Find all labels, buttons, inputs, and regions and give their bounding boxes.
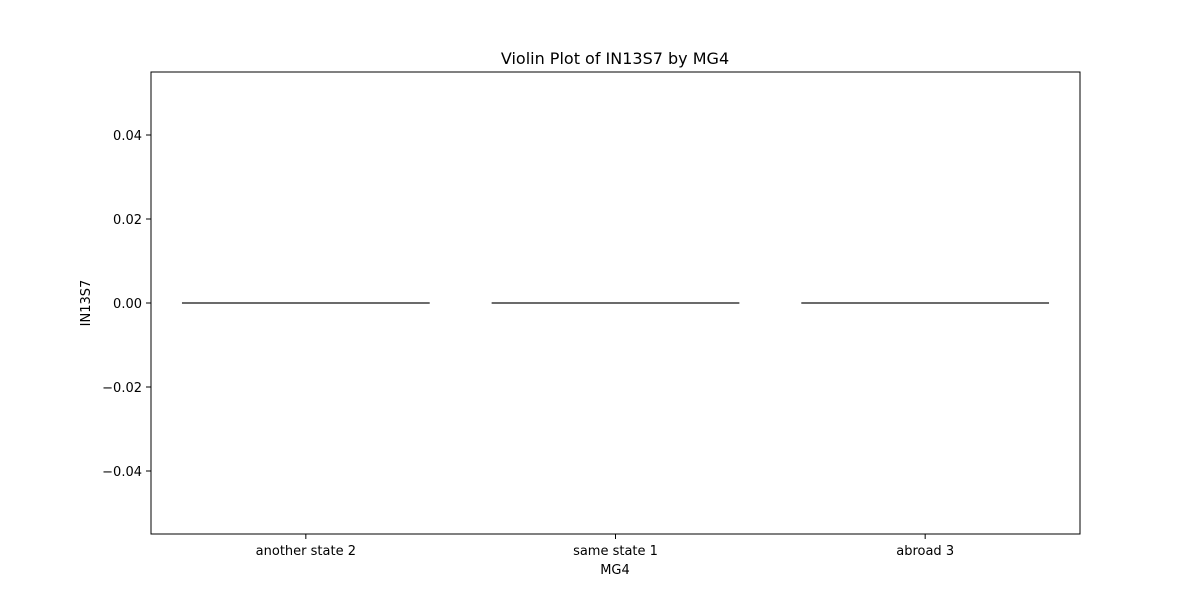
y-tick-label: 0.00	[113, 297, 142, 312]
chart-title: Violin Plot of IN13S7 by MG4	[501, 49, 729, 68]
x-tick-label: same state 1	[573, 544, 658, 559]
x-axis-label: MG4	[600, 563, 630, 578]
y-tick-label: −0.02	[102, 381, 142, 396]
plot-area: 0.04 0.02 0.00 −0.02 −0.04 another state 2 sam…	[102, 71, 1081, 559]
x-tick-label: abroad 3	[896, 544, 954, 559]
y-tick-label: 0.02	[113, 213, 142, 228]
y-tick-label: −0.04	[102, 465, 142, 480]
x-tick-label: another state 2	[256, 544, 356, 559]
y-axis-label: IN13S7	[79, 280, 94, 327]
y-tick-label: 0.04	[113, 129, 142, 144]
